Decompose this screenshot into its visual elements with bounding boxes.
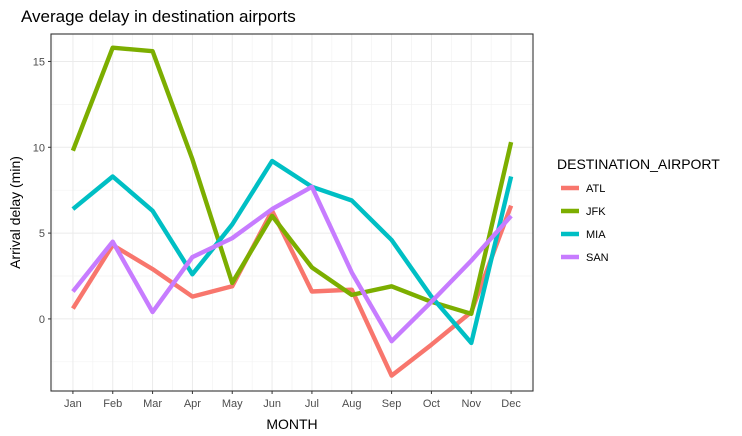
legend-label-jfk: JFK [586,206,606,218]
gridlines [51,34,533,391]
plot-panel-border [50,33,534,392]
legend-label-mia: MIA [586,229,606,241]
x-axis-ticks: Jan Feb Mar Apr May Jun Jul Aug Sep Oct Nov Dec [64,391,521,410]
x-tick-label: Mar [143,398,162,410]
x-tick-label: Feb [103,398,122,410]
x-tick-label: Jan [64,398,82,410]
x-tick-label: Oct [423,398,440,410]
x-tick-label: Jun [263,398,281,410]
y-tick-label: 15 [33,56,45,68]
legend-title: DESTINATION_AIRPORT [557,156,720,172]
y-axis-title: Arrival delay (min) [7,156,23,269]
series-line-mia [71,158,514,346]
legend-label-atl: ATL [586,183,605,195]
series-lines [70,45,514,378]
legend: DESTINATION_AIRPORT ATL JFK MIA SAN [557,156,720,264]
series-line-san [71,184,513,344]
legend-item-mia: MIA [561,229,606,241]
x-tick-label: Sep [382,398,402,410]
legend-item-atl: ATL [561,183,605,195]
legend-label-san: SAN [586,252,609,264]
x-tick-label: Jul [305,398,319,410]
x-tick-label: Nov [461,398,481,410]
y-tick-label: 0 [39,314,45,326]
x-tick-label: May [222,398,243,410]
x-tick-label: Aug [342,398,362,410]
chart-title: Average delay in destination airports [21,7,296,26]
series-line-atl [71,204,514,378]
legend-item-san: SAN [561,252,609,264]
x-tick-label: Apr [184,398,201,410]
legend-item-jfk: JFK [561,206,606,218]
y-axis-ticks: 0 5 10 15 [33,56,51,326]
x-tick-label: Dec [501,398,521,410]
x-axis-title: MONTH [266,416,317,432]
y-tick-label: 5 [39,228,45,240]
y-tick-label: 10 [33,142,45,154]
